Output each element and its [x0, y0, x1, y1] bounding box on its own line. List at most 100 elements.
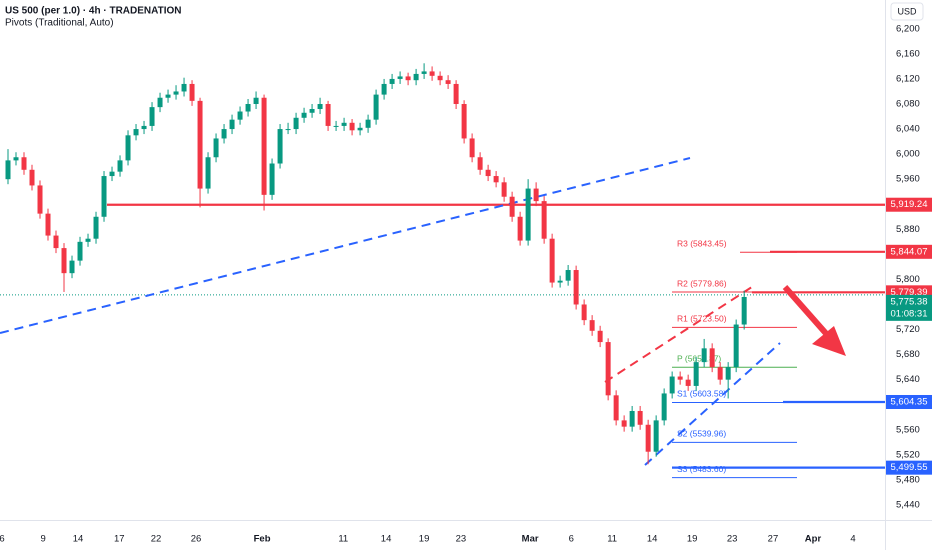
candle-body — [61, 248, 67, 274]
candle-body — [661, 393, 667, 421]
candle-body — [349, 122, 355, 131]
price-label-box — [886, 244, 932, 259]
candle-body — [269, 163, 275, 195]
candle-body — [133, 129, 139, 136]
candle-body — [341, 122, 347, 126]
y-tick-label: 6,160 — [896, 48, 920, 59]
candle-body — [701, 348, 707, 363]
price-label: 5,499.55 — [891, 462, 928, 473]
candle-body — [389, 78, 395, 84]
candle-body — [237, 111, 243, 120]
candle-body — [277, 129, 283, 164]
candle-body — [101, 176, 107, 217]
candle-body — [725, 367, 731, 380]
candle-body — [189, 83, 195, 101]
candle-body — [141, 125, 147, 130]
candle-body — [309, 109, 315, 113]
candle-body — [741, 296, 747, 325]
last-price-label: 5,775.38 — [891, 296, 928, 307]
price-label-box — [886, 197, 932, 212]
candle-body — [293, 117, 299, 130]
candle-body — [77, 241, 83, 261]
x-tick-label: 19 — [687, 534, 698, 545]
candle-body — [653, 420, 659, 452]
x-tick-label: 22 — [151, 534, 162, 545]
price-label-box — [886, 460, 932, 475]
currency-box[interactable] — [890, 2, 924, 21]
y-tick-label: 6,040 — [896, 124, 920, 135]
candle-body — [373, 94, 379, 120]
y-tick-label: 5,480 — [896, 474, 920, 485]
y-tick-label: 5,560 — [896, 424, 920, 435]
y-tick-label: 5,960 — [896, 174, 920, 185]
candle-body — [285, 129, 291, 131]
candle-body — [621, 420, 627, 427]
candle-body — [197, 100, 203, 189]
trendline — [644, 342, 781, 466]
candle-body — [469, 138, 475, 158]
x-tick-label: 14 — [647, 534, 658, 545]
y-tick-label: 5,720 — [896, 324, 920, 335]
y-tick-label: 6,080 — [896, 99, 920, 110]
candle-body — [613, 395, 619, 421]
candle-body — [517, 216, 523, 241]
candle-body — [45, 213, 51, 236]
pivot-label: P (5659.87) — [677, 353, 721, 363]
x-tick-label: Mar — [522, 534, 539, 545]
x-tick-label: Apr — [805, 534, 822, 545]
x-tick-label: Feb — [254, 534, 271, 545]
candle-body — [525, 188, 531, 241]
candle-body — [677, 376, 683, 380]
candle-body — [405, 76, 411, 81]
candle-body — [301, 112, 307, 118]
x-tick-label: 11 — [607, 534, 617, 545]
candle-body — [85, 238, 91, 242]
y-tick-label: 5,680 — [896, 349, 920, 360]
x-tick-label: 4 — [850, 534, 855, 545]
pivot-label: S3 (5483.60) — [677, 464, 726, 474]
candle-body — [109, 171, 115, 177]
candle-body — [149, 107, 155, 126]
candle-body — [533, 188, 539, 202]
candle-body — [413, 73, 419, 81]
candle-body — [637, 410, 643, 425]
candle-body — [429, 71, 435, 76]
x-tick-label: 9 — [41, 534, 46, 545]
candle-body — [157, 97, 163, 108]
candle-body — [589, 320, 595, 331]
candle-body — [53, 235, 59, 249]
pivot-label: S1 (5603.58) — [677, 389, 726, 399]
x-tick-label: 23 — [727, 534, 738, 545]
candle-body — [333, 125, 339, 127]
countdown: 01:08:31 — [891, 308, 928, 319]
candle-body — [5, 160, 11, 180]
candle-body — [629, 410, 635, 427]
y-tick-label: 5,640 — [896, 374, 920, 385]
y-tick-label: 5,880 — [896, 224, 920, 235]
candle-body — [93, 216, 99, 239]
pivot-label: S2 (5539.96) — [677, 429, 726, 439]
candle-body — [645, 424, 651, 452]
candle-body — [541, 201, 547, 239]
candle-body — [581, 304, 587, 321]
candle-body — [453, 83, 459, 104]
pivot-label: R2 (5779.86) — [677, 278, 727, 288]
candle-body — [573, 270, 579, 305]
currency: USD — [897, 6, 917, 16]
y-tick-label: 5,440 — [896, 499, 920, 510]
arrow-head — [812, 326, 846, 356]
candle-body — [685, 379, 691, 386]
candle-body — [733, 324, 739, 368]
x-tick-label: 14 — [381, 534, 392, 545]
price-label: 5,844.07 — [891, 246, 928, 257]
x-tick-label: 14 — [73, 534, 84, 545]
x-tick-label: 19 — [419, 534, 430, 545]
candle-body — [29, 169, 35, 186]
candle-body — [397, 76, 403, 79]
candle-body — [165, 94, 171, 98]
candle-body — [125, 135, 131, 161]
candle-body — [229, 119, 235, 130]
candle-body — [245, 104, 251, 112]
chart-title: US 500 (per 1.0) · 4h · TRADENATION — [5, 6, 182, 17]
